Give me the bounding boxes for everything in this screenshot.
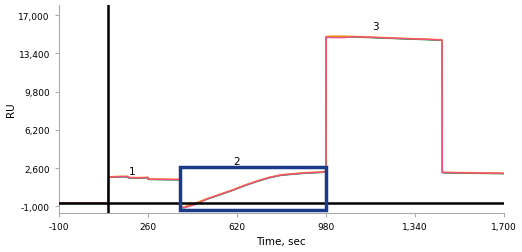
- Y-axis label: RU: RU: [6, 102, 16, 117]
- X-axis label: Time, sec: Time, sec: [256, 237, 306, 246]
- Text: 1: 1: [128, 166, 135, 176]
- Text: 3: 3: [372, 22, 378, 32]
- Bar: [180, 167, 326, 210]
- Text: 2: 2: [233, 156, 240, 166]
